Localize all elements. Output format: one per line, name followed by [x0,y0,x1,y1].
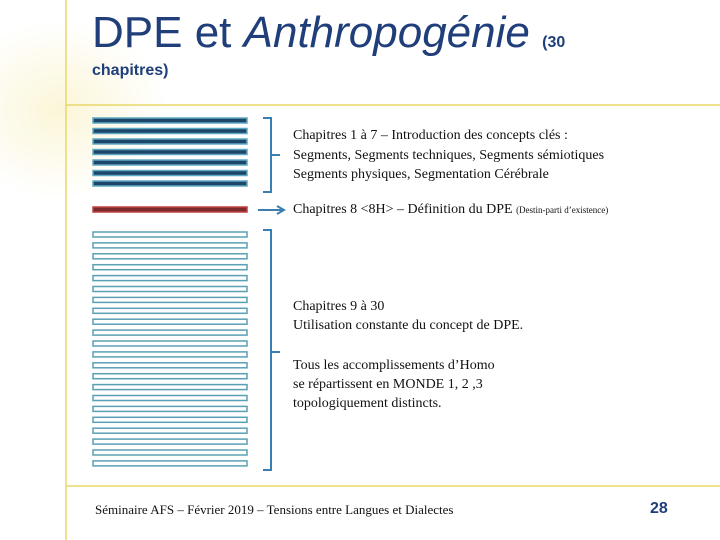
bar [92,231,248,238]
bar [92,351,248,358]
title-main: DPE et [92,8,244,57]
text-line: Chapitres 9 à 30 [293,299,385,314]
bar [92,427,248,434]
bar [92,159,248,166]
title-line2: chapitres) [92,62,169,79]
title-italic: Anthropogénie [243,8,530,57]
bar [92,372,248,380]
title-small: (30 [542,34,566,51]
footer: Séminaire AFS – Février 2019 – Tensions … [95,502,454,517]
text-line: Chapitres 1 à 7 – Introduction des conce… [293,128,568,143]
brackets [258,117,287,471]
bar [92,169,248,177]
bar [92,405,248,413]
bar [92,206,248,213]
text-main: Chapitres 8 <8H> – Définition du DPE [293,202,513,217]
bar [92,148,248,156]
text-line: Segments, Segments techniques, Segments … [293,148,605,163]
bracket [263,229,272,471]
bar [92,307,248,315]
bar [92,253,248,260]
text-line: Tous les accomplissements d’Homo [293,358,495,373]
text-note: (Destin-parti d’existence) [516,205,609,215]
text-line: Chapitres 8 <8H> – Définition du DPE (De… [293,202,608,218]
bar [92,362,248,369]
bar [92,285,248,293]
title: DPE et Anthropogénie (30 [92,8,565,68]
bar [92,329,248,336]
bar [92,274,248,282]
bar [92,394,248,402]
bar [92,296,248,304]
bar [92,318,248,325]
arrow-head [276,205,287,215]
bar [92,242,248,249]
bar [92,460,248,467]
bar [92,416,248,424]
page-number: 28 [650,500,668,517]
bar [92,138,248,145]
text-line: Utilisation constante du concept de DPE. [293,318,524,333]
bar [92,263,248,271]
bar [92,383,248,391]
bar [92,180,248,187]
bars [92,117,248,467]
text-line: Segments physiques, Segmentation Cérébra… [293,167,549,182]
bar [92,127,248,135]
bar [92,340,248,347]
bracket [263,117,272,193]
bar [92,117,248,124]
bar [92,438,248,445]
text-line: se répartissent en MONDE 1, 2 ,3 [293,377,483,392]
bar [92,449,248,456]
text-line: topologiquement distincts. [293,396,442,411]
